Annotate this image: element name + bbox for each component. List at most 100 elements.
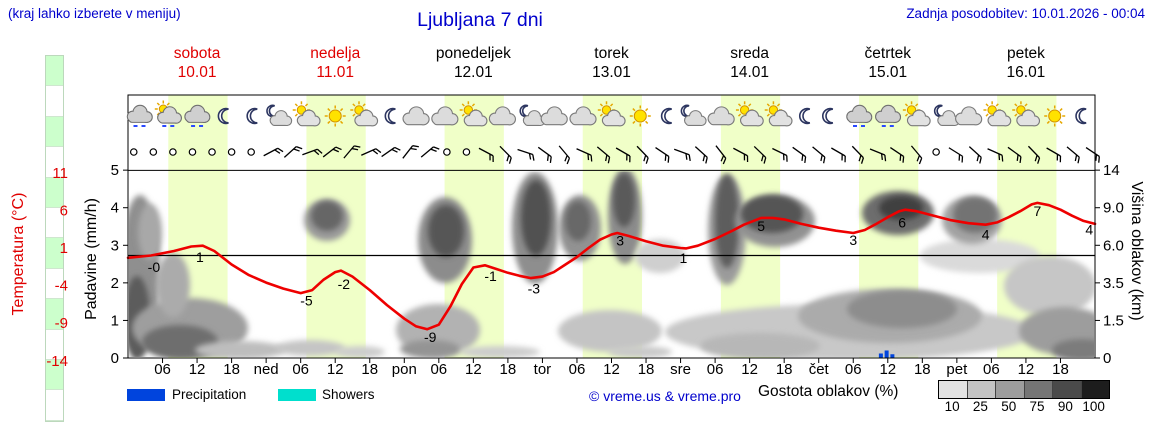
temperature-value-label: 4	[1085, 221, 1093, 237]
time-label: 18	[361, 361, 379, 378]
wind-barb	[283, 146, 303, 158]
time-label: 18	[913, 361, 931, 378]
weather-icon-moon-cloud	[680, 104, 707, 127]
day-header-nedelja: nedelja 11.01	[266, 44, 404, 82]
credit-link[interactable]: © vreme.us & vreme.pro	[589, 388, 741, 404]
cloud-height-tick: 6.0	[1103, 237, 1124, 254]
time-label: 18	[1052, 361, 1069, 378]
calm-wind-icon	[188, 148, 197, 156]
precip-bar	[890, 354, 895, 358]
weather-icon-moon-cloud	[519, 104, 546, 127]
precipitation-swatch	[127, 389, 165, 401]
cloud-height-tick: 3.5	[1103, 275, 1124, 292]
weather-icon-sun	[629, 105, 651, 127]
cloud-height-tick: 14	[1103, 162, 1120, 179]
weather-icon-moon	[1075, 107, 1087, 125]
day-header-četrtek: četrtek 15.01	[819, 44, 957, 82]
calm-wind-icon	[149, 148, 158, 156]
day-header-sreda: sreda 14.01	[681, 44, 819, 82]
precip-tick: 4	[111, 200, 119, 217]
temperature-value-label: -1	[484, 268, 497, 284]
day-date: 15.01	[868, 64, 908, 81]
temperature-value-label: 3	[849, 232, 857, 248]
weather-icon-cloud	[431, 106, 459, 126]
wind-barb	[948, 147, 964, 163]
time-label: 06	[844, 361, 862, 378]
wind-barb	[402, 145, 419, 159]
precip-tick: 3	[111, 237, 119, 254]
weather-icon-moon	[822, 107, 834, 125]
wind-barb	[733, 147, 749, 163]
day-name: ponedeljek	[435, 45, 511, 62]
wind-barb	[715, 145, 727, 165]
wind-barb	[694, 146, 708, 164]
weather-icon-moon-cloud	[266, 104, 293, 127]
weather-icon-sun	[1044, 105, 1066, 127]
density-tick-label: 25	[972, 399, 988, 414]
weather-icon-sun-cloud	[735, 101, 764, 127]
weather-icon-sun-cloud	[1012, 101, 1041, 127]
day-header-petek: petek 16.01	[957, 44, 1095, 82]
time-label: 12	[741, 361, 758, 378]
weather-icon-cloud	[488, 106, 516, 126]
page-title: Ljubljana 7 dni	[417, 9, 543, 31]
menu-strip-segment	[46, 116, 63, 148]
menu-strip-segment	[46, 329, 63, 360]
calm-wind-icon	[443, 148, 451, 156]
temperature-value-label: 6	[898, 214, 906, 230]
menu-strip-segment	[46, 238, 63, 269]
density-segment	[1024, 381, 1053, 398]
temperature-value-label: -0	[148, 259, 161, 275]
weather-icon-sun-cloud	[350, 101, 379, 127]
weather-icon-moon	[799, 107, 811, 125]
day-name: nedelja	[310, 45, 361, 62]
time-label: 18	[499, 361, 517, 378]
left-menu-strip[interactable]	[45, 55, 64, 422]
time-label: 12	[326, 361, 344, 378]
precip-tick: 2	[111, 275, 119, 292]
day-date: 11.01	[316, 64, 355, 81]
wind-barb	[1085, 146, 1100, 163]
weather-icon-sun	[324, 105, 346, 127]
calm-wind-icon	[208, 148, 216, 156]
showers-swatch	[278, 389, 316, 401]
time-label: 12	[879, 361, 897, 378]
time-label: sre	[670, 361, 691, 378]
temperature-tick: -9	[55, 315, 68, 332]
weather-icon-sun-cloud	[292, 101, 321, 127]
day-date: 13.01	[592, 64, 631, 81]
temperature-value-label: 1	[680, 250, 688, 266]
temperature-value-label: -3	[528, 281, 541, 297]
wind-barb	[381, 146, 401, 158]
density-tick-label: 50	[1001, 399, 1017, 414]
cloud-density-ticks: 10 25 50 75 90 100	[938, 399, 1114, 414]
temperature-value-label: -9	[424, 329, 437, 345]
cloud-density-label: Gostota oblakov (%)	[758, 383, 899, 400]
wind-barb	[576, 148, 593, 162]
wind-barb	[596, 146, 611, 164]
wind-barb	[851, 145, 865, 164]
wind-barb	[753, 145, 767, 164]
weather-icon-cloud	[402, 106, 430, 126]
density-tick-label: 90	[1057, 399, 1073, 414]
menu-strip-segment	[46, 147, 63, 178]
last-updated: Zadnja posodobitev: 10.01.2026 - 00:04	[906, 6, 1145, 21]
weather-icon-sun-cloud	[459, 101, 488, 127]
wind-barb	[1046, 147, 1062, 163]
time-label: 06	[154, 361, 171, 378]
wind-barb	[673, 148, 691, 162]
precip-tick: 1	[111, 312, 119, 329]
cloud-height-tick: 1.5	[1103, 312, 1124, 329]
day-name: petek	[1006, 45, 1045, 62]
calm-wind-icon	[227, 148, 236, 156]
menu-strip-segment	[46, 86, 63, 117]
density-segment	[1081, 381, 1109, 398]
weather-icon-cloud-snow	[126, 104, 153, 127]
day-name: četrtek	[864, 45, 912, 62]
density-tick-label: 100	[1082, 399, 1105, 414]
day-date: 12.01	[453, 64, 493, 81]
time-label: 06	[568, 361, 586, 378]
wind-barb	[322, 146, 342, 158]
wind-barb	[537, 146, 552, 163]
